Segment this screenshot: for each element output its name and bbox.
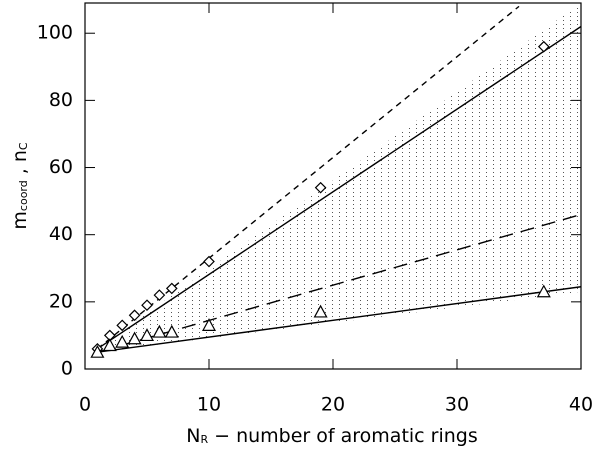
- triangle-marker: [115, 334, 130, 348]
- triangle-marker: [313, 304, 328, 318]
- triangle-marker: [536, 284, 551, 298]
- triangle-marker: [164, 324, 179, 338]
- diamond-marker: [537, 40, 550, 53]
- diamond-marker: [141, 299, 153, 312]
- shaded-band: [97, 3, 581, 353]
- shaded-band: [97, 83, 581, 353]
- y-tick-label: 80: [49, 89, 73, 111]
- fit-line: [96, 5, 520, 350]
- y-tick-label: 40: [49, 223, 73, 245]
- x-tick-label: 30: [445, 394, 469, 416]
- plot-area: [96, 3, 581, 353]
- y-tick-label: 100: [37, 22, 73, 44]
- fit-line: [97, 213, 581, 353]
- diamond-marker: [153, 289, 166, 301]
- diamond-marker: [165, 282, 178, 295]
- diamond-marker: [314, 181, 327, 194]
- diamond-marker: [116, 319, 129, 332]
- y-axis-label: mcoord , nC: [9, 142, 31, 230]
- triangle-marker: [152, 324, 167, 338]
- x-tick-label: 10: [197, 394, 221, 416]
- fit-line: [97, 25, 581, 350]
- triangle-marker: [90, 344, 105, 358]
- fit-line: [97, 286, 581, 353]
- y-tick-label: 0: [61, 358, 73, 380]
- triangle-marker: [201, 318, 217, 331]
- diamond-marker: [128, 309, 141, 322]
- x-tick-label: 20: [321, 394, 345, 416]
- x-axis-label: NR − number of aromatic rings: [186, 425, 478, 447]
- diamond-marker: [203, 255, 215, 268]
- triangle-marker: [139, 328, 155, 342]
- x-tick-label: 0: [79, 394, 91, 416]
- triangle-marker: [127, 331, 142, 345]
- triangle-marker: [102, 338, 117, 352]
- x-tick-label: 40: [569, 394, 593, 416]
- y-tick-label: 60: [49, 156, 73, 178]
- y-tick-label: 20: [49, 290, 73, 312]
